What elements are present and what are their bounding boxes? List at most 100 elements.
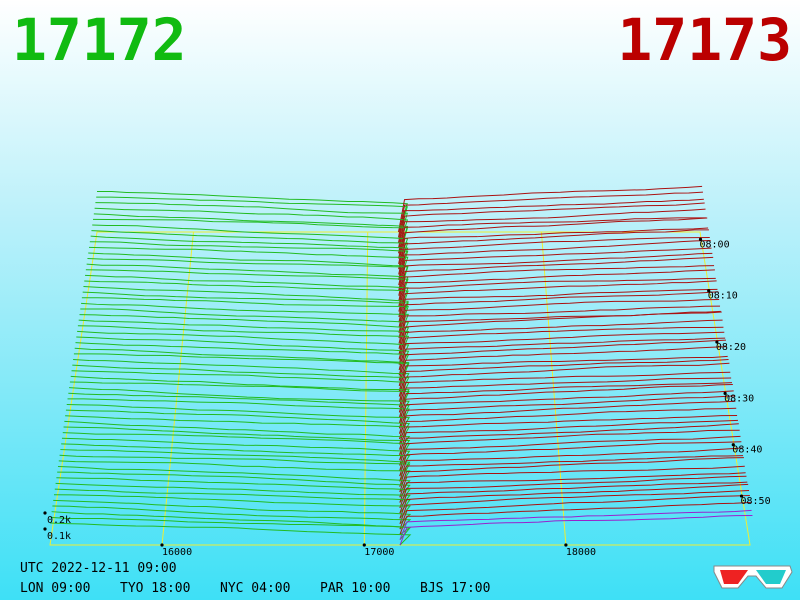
world-clock: NYC 04:00 bbox=[220, 581, 290, 596]
ask-depth-line bbox=[398, 277, 716, 317]
tick-dot bbox=[707, 289, 711, 293]
time-label: 08:00 bbox=[700, 239, 730, 250]
bid-depth-line bbox=[61, 443, 411, 472]
ask-depth-line bbox=[399, 483, 749, 519]
bid-depth-line bbox=[89, 241, 409, 280]
bid-depth-line bbox=[94, 207, 409, 249]
ask-depth-line bbox=[398, 256, 714, 302]
bid-depth-line bbox=[93, 218, 409, 259]
bid-depth-line bbox=[80, 308, 410, 344]
bid-price: 17172 bbox=[12, 6, 187, 74]
world-clock: BJS 17:00 bbox=[420, 581, 490, 596]
tick-dot bbox=[43, 527, 47, 531]
bid-depth-line bbox=[59, 454, 411, 482]
ask-depth-line bbox=[398, 311, 722, 355]
bid-depth-line bbox=[82, 291, 409, 328]
ask-depth-line bbox=[398, 240, 711, 286]
bid-depth-line bbox=[65, 415, 411, 445]
tick-dot bbox=[715, 340, 719, 344]
ask-depth-line bbox=[399, 447, 743, 482]
ask-depth-line bbox=[399, 455, 744, 487]
ask-depth-line bbox=[398, 355, 728, 392]
bid-depth-line bbox=[92, 224, 409, 264]
ask-depth-line bbox=[398, 319, 723, 360]
bid-depth-line bbox=[52, 505, 412, 530]
bid-depth-line bbox=[58, 460, 411, 487]
bid-depth-line bbox=[55, 482, 411, 509]
ask-depth-line bbox=[398, 288, 718, 328]
ask-depth-line bbox=[399, 441, 742, 477]
bid-depth-line bbox=[93, 213, 409, 254]
ask-depth-line bbox=[398, 339, 727, 381]
ask-depth-line bbox=[399, 407, 737, 445]
bid-depth-line bbox=[60, 449, 411, 477]
bid-depth-line bbox=[61, 437, 411, 466]
bid-depth-line bbox=[65, 409, 411, 440]
ask-depth-line bbox=[399, 472, 746, 503]
ask-depth-line bbox=[398, 358, 729, 397]
ask-depth-line bbox=[398, 227, 709, 270]
ask-depth-line bbox=[398, 326, 724, 365]
ask-depth-line bbox=[398, 390, 734, 429]
bid-depth-line bbox=[49, 522, 412, 546]
ask-depth-line bbox=[399, 475, 747, 509]
tick-dot bbox=[723, 391, 727, 395]
bid-depth-line bbox=[62, 432, 411, 461]
bid-depth-line bbox=[78, 319, 410, 355]
bid-depth-line bbox=[57, 465, 411, 493]
bid-depth-line bbox=[50, 516, 412, 541]
bid-depth-line bbox=[96, 191, 408, 233]
bid-depth-line bbox=[68, 392, 410, 424]
bid-depth-line bbox=[90, 235, 409, 275]
bid-depth-line bbox=[73, 358, 410, 392]
ask-depth-line bbox=[399, 495, 750, 530]
bid-depth-line bbox=[57, 471, 411, 498]
ask-depth-line bbox=[399, 400, 736, 440]
bid-depth-line bbox=[63, 426, 411, 456]
ask-depth-line bbox=[398, 208, 706, 254]
ask-depth-line bbox=[398, 362, 730, 402]
tick-dot bbox=[362, 543, 366, 547]
ask-depth-line bbox=[398, 185, 703, 233]
bid-depth-line bbox=[77, 330, 410, 365]
time-label: 08:50 bbox=[741, 496, 771, 507]
time-label: 08:20 bbox=[716, 342, 746, 353]
ask-depth-line bbox=[399, 515, 753, 546]
floor-frame bbox=[49, 231, 751, 546]
ask-depth-line bbox=[399, 501, 751, 535]
tick-dot bbox=[698, 237, 703, 241]
ask-depth-line bbox=[398, 217, 708, 264]
time-label: 08:10 bbox=[708, 291, 738, 302]
ask-depth-line bbox=[399, 429, 740, 466]
bid-depth-line bbox=[56, 477, 411, 503]
depth-label: 0.1k bbox=[47, 531, 71, 542]
ask-depth-line bbox=[399, 423, 739, 461]
bid-depth-line bbox=[53, 494, 411, 519]
bid-depth-line bbox=[67, 398, 410, 429]
bid-depth-line bbox=[71, 370, 410, 402]
bid-depth-line bbox=[73, 353, 410, 387]
depth-label: 0.2k bbox=[47, 515, 71, 526]
bid-depth-line bbox=[69, 381, 410, 413]
ask-depth-line bbox=[399, 465, 745, 498]
tick-dot bbox=[731, 443, 735, 447]
bid-depth-line bbox=[88, 252, 409, 291]
price-label: 18000 bbox=[566, 547, 596, 558]
bid-depth-line bbox=[83, 286, 409, 323]
bid-depth-line bbox=[79, 314, 410, 349]
ask-depth-line bbox=[398, 265, 715, 307]
ask-depth-line bbox=[399, 509, 752, 540]
utc-time: UTC 2022-12-11 09:00 bbox=[20, 561, 177, 576]
ask-depth-line bbox=[398, 229, 709, 275]
world-clock: LON 09:00 bbox=[20, 581, 90, 596]
ask-depth-line bbox=[398, 384, 733, 424]
bid-depth-line bbox=[86, 263, 409, 302]
price-label: 17000 bbox=[364, 547, 394, 558]
price-grid-line bbox=[363, 231, 369, 546]
bid-depth-line bbox=[81, 297, 409, 333]
tick-dot bbox=[564, 543, 568, 547]
glasses-icon bbox=[713, 565, 793, 589]
ask-depth-line bbox=[398, 291, 719, 333]
